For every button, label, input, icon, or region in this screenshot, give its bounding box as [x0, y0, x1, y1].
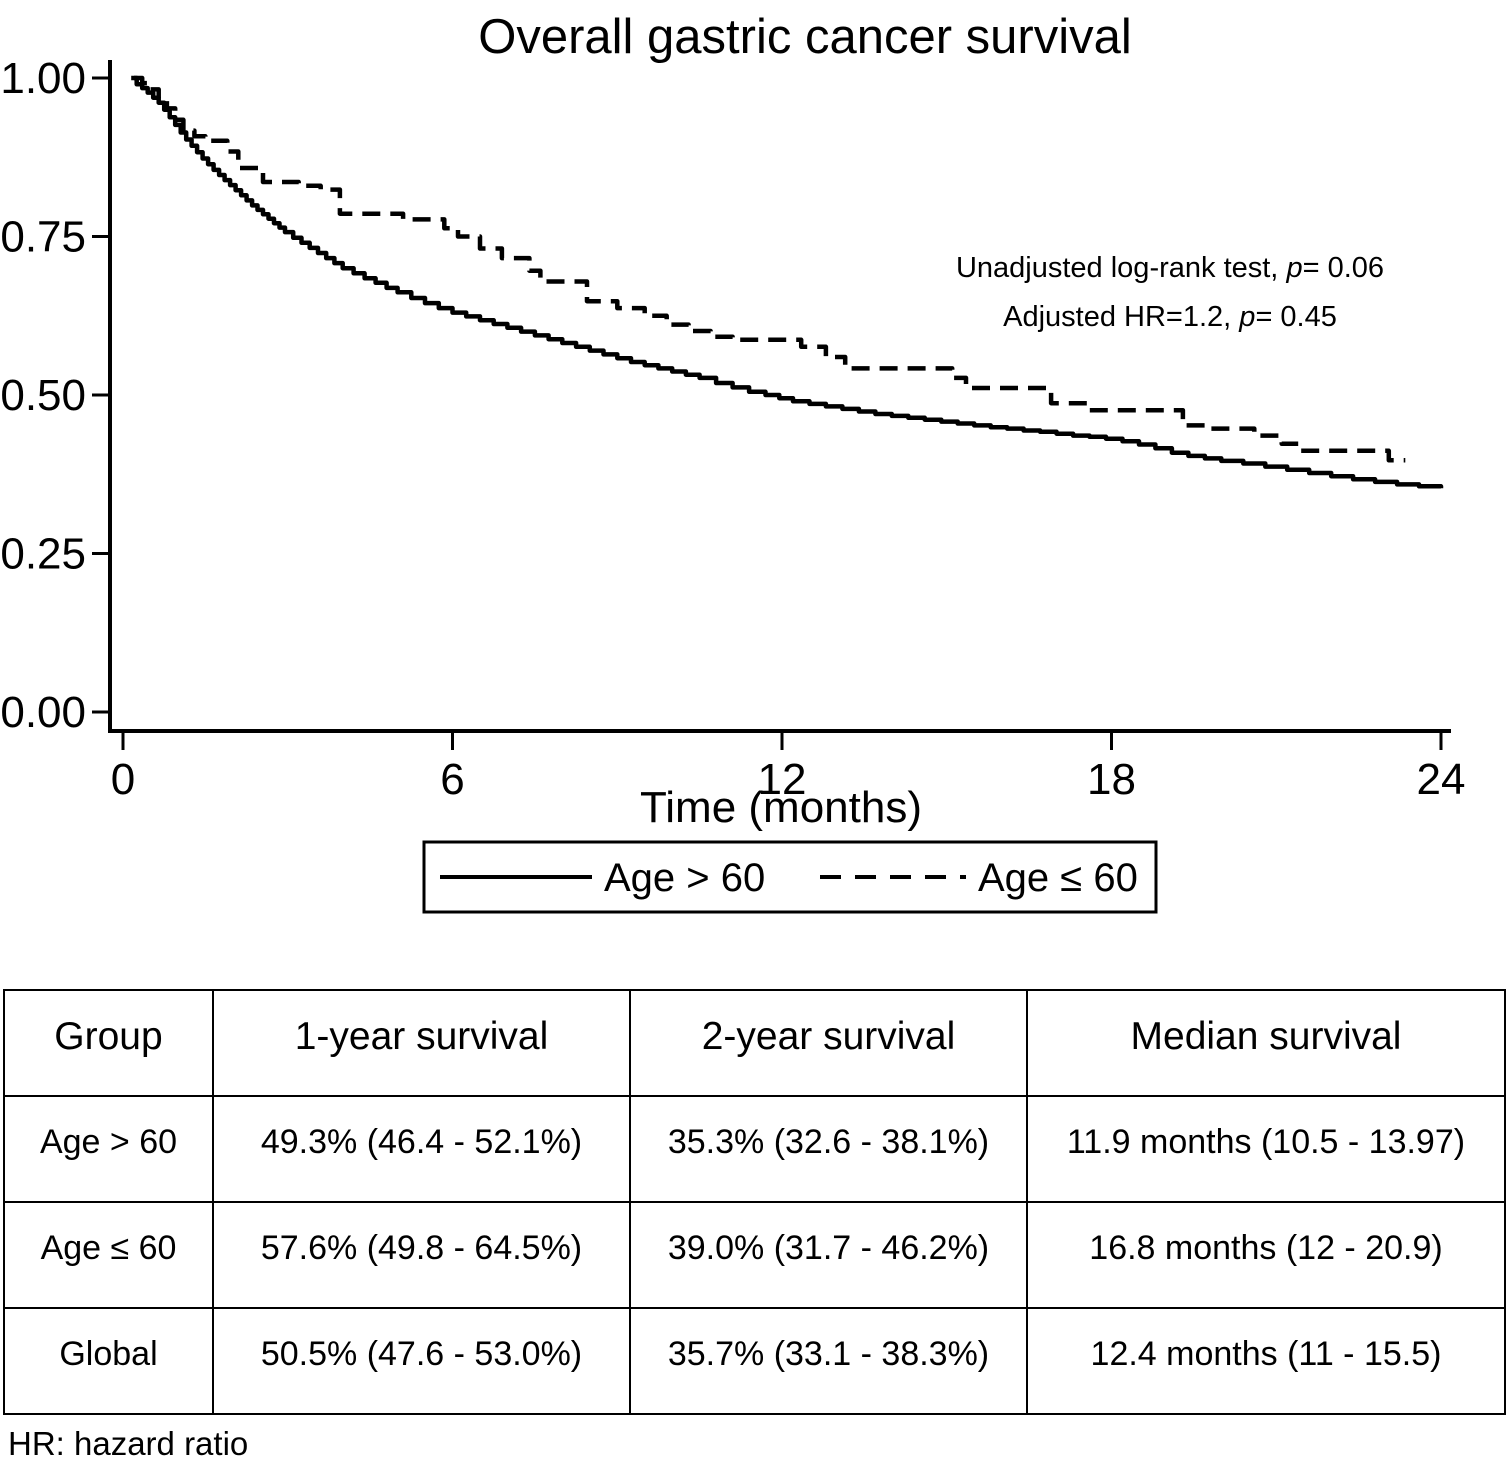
cell-2-year: 35.7% (33.1 - 38.3%) — [629, 1307, 1028, 1415]
cell-median: 12.4 months (11 - 15.5) — [1026, 1307, 1506, 1415]
cell-group: Age ≤ 60 — [3, 1201, 214, 1309]
legend-label-age-le-60: Age ≤ 60 — [978, 856, 1138, 900]
km-survival-chart: Overall gastric cancer survival 0.00 0.25… — [0, 10, 1465, 914]
legend-label-age-gt-60: Age > 60 — [604, 856, 765, 900]
x-tick-label: 18 — [1087, 755, 1136, 804]
x-tick-label: 12 — [758, 755, 807, 804]
plot-area — [131, 75, 1444, 489]
table-header-row: Group 1-year survival 2-year survival Me… — [3, 989, 1506, 1097]
header-2-year-survival: 2-year survival — [629, 989, 1028, 1097]
annotations: Unadjusted log-rank test, p= 0.06 Adjuste… — [956, 252, 1384, 333]
header-group: Group — [3, 989, 214, 1097]
x-tick-label: 0 — [111, 755, 135, 804]
footnote-hr-definition: HR: hazard ratio — [8, 1425, 249, 1462]
chart-title: Overall gastric cancer survival — [478, 10, 1132, 64]
annotation-line: Adjusted HR=1.2, p= 0.45 — [1003, 301, 1337, 333]
y-tick-label: 0.75 — [0, 213, 86, 262]
table-row-global: Global 50.5% (47.6 - 53.0%) 35.7% (33.1 … — [3, 1307, 1506, 1415]
annotation-line: Unadjusted log-rank test, p= 0.06 — [956, 252, 1384, 284]
x-axis-label: Time (months) — [640, 783, 922, 832]
table-row-age-gt-60: Age > 60 49.3% (46.4 - 52.1%) 35.3% (32.… — [3, 1095, 1506, 1203]
y-tick-label: 0.50 — [0, 371, 86, 420]
cell-1-year: 49.3% (46.4 - 52.1%) — [212, 1095, 631, 1203]
cell-2-year: 39.0% (31.7 - 46.2%) — [629, 1201, 1028, 1309]
x-tick-label: 6 — [440, 755, 464, 804]
y-tick-label: 1.00 — [0, 54, 86, 103]
series-dashed-line — [134, 75, 1406, 463]
table-row-age-le-60: Age ≤ 60 57.6% (49.8 - 64.5%) 39.0% (31.… — [3, 1201, 1506, 1309]
series-solid-line — [131, 75, 1444, 489]
legend: Age > 60 Age ≤ 60 — [422, 840, 1158, 914]
cell-median: 11.9 months (10.5 - 13.97) — [1026, 1095, 1506, 1203]
y-tick-label: 0.00 — [0, 688, 86, 737]
cell-median: 16.8 months (12 - 20.9) — [1026, 1201, 1506, 1309]
legend-box — [422, 840, 1158, 914]
y-tick-label: 0.25 — [0, 530, 86, 579]
cell-group: Global — [3, 1307, 214, 1415]
cell-1-year: 57.6% (49.8 - 64.5%) — [212, 1201, 631, 1309]
x-tick-label: 24 — [1417, 755, 1466, 804]
cell-2-year: 35.3% (32.6 - 38.1%) — [629, 1095, 1028, 1203]
axis-ticks: 0.00 0.25 0.50 0.75 1.00 0 6 12 18 24 — [0, 54, 1465, 804]
header-median-survival: Median survival — [1026, 989, 1506, 1097]
survival-table: Group 1-year survival 2-year survival Me… — [3, 989, 1506, 1415]
cell-group: Age > 60 — [3, 1095, 214, 1203]
cell-1-year: 50.5% (47.6 - 53.0%) — [212, 1307, 631, 1415]
header-1-year-survival: 1-year survival — [212, 989, 631, 1097]
